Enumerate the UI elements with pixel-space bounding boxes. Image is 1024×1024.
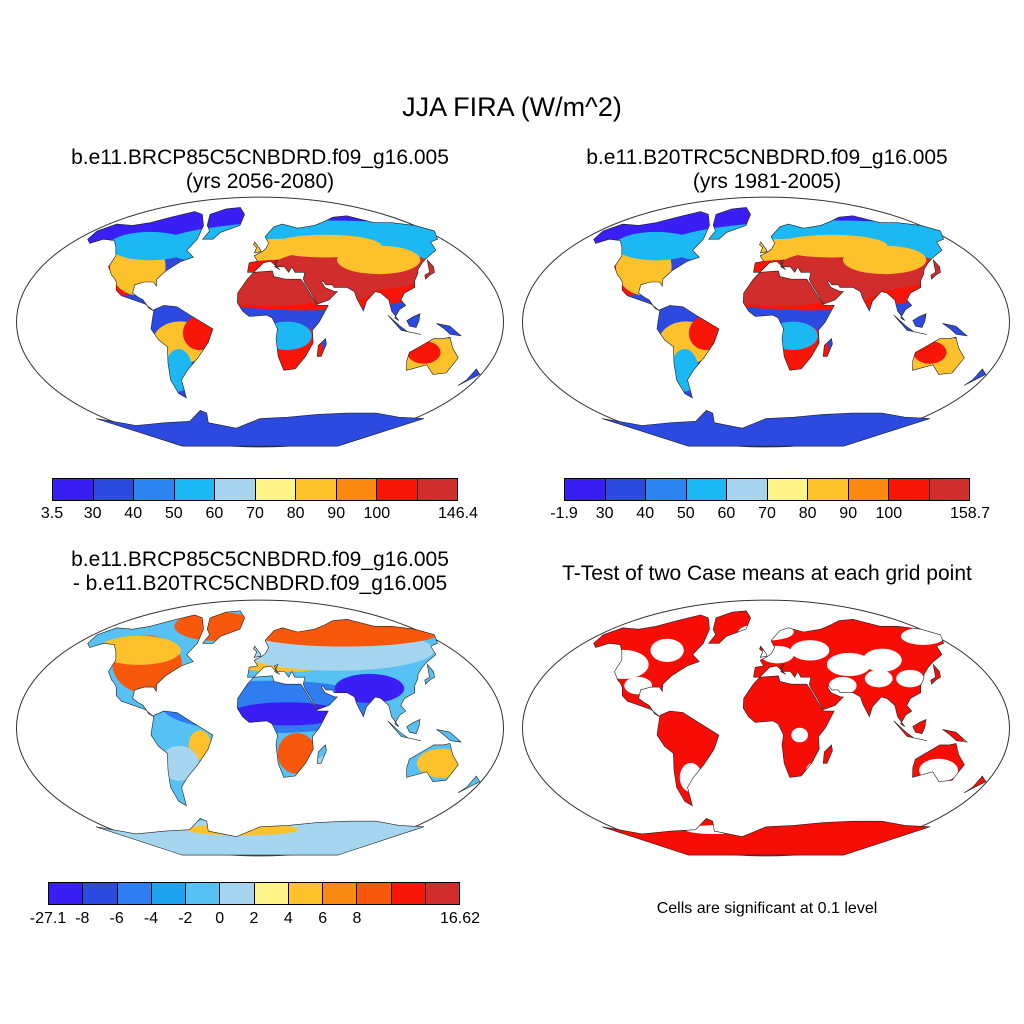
colorbar-box xyxy=(220,883,255,904)
colorbar-box xyxy=(727,479,768,500)
colorbar-tick-label: 40 xyxy=(124,505,143,522)
colorbar-tick-label: 90 xyxy=(327,505,346,522)
colorbar-tick-label: 100 xyxy=(875,505,903,522)
colorbar-box xyxy=(117,883,152,904)
colorbar-box xyxy=(215,479,256,500)
colorbar-box xyxy=(565,479,606,500)
panel-title-historical-line2: (yrs 1981-2005) xyxy=(692,170,842,193)
panel-title-difference-line1: b.e11.BRCP85C5CNBDRD.f09_g16.005 xyxy=(71,548,449,571)
colorbar-tick-label: 70 xyxy=(246,505,264,522)
colorbar-historical-ticks: -1.9 30 40 50 60 70 80 90 100 158.7 xyxy=(550,505,990,525)
colorbar-box xyxy=(186,883,221,904)
colorbar-tick-label: 100 xyxy=(363,505,391,522)
colorbar-tick-label: 50 xyxy=(676,505,695,522)
colorbar-box xyxy=(151,883,186,904)
colorbar-tick-label: 60 xyxy=(205,505,224,522)
significance-note: Cells are significant at 0.1 level xyxy=(656,900,878,917)
colorbar-box xyxy=(288,883,323,904)
colorbar-tick-label: 3.5 xyxy=(40,505,64,522)
colorbar-box xyxy=(848,479,889,500)
colorbar-box xyxy=(254,883,289,904)
colorbar-box xyxy=(391,883,426,904)
colorbar-tick-label: -8 xyxy=(75,910,90,927)
map-future xyxy=(16,196,504,448)
panel-title-ttest: T-Test of two Case means at each grid po… xyxy=(527,562,1007,586)
colorbar-box xyxy=(296,479,337,500)
colorbar-tick-label: 80 xyxy=(286,505,305,522)
colorbar-box xyxy=(255,479,296,500)
colorbar-tick-label: -4 xyxy=(143,910,159,927)
colorbar-box xyxy=(605,479,646,500)
colorbar-tick-label: 80 xyxy=(798,505,817,522)
colorbar-box xyxy=(646,479,687,500)
colorbar-box xyxy=(134,479,175,500)
colorbar-tick-label: 8 xyxy=(352,910,362,927)
colorbar-tick-label: -1.9 xyxy=(550,505,578,522)
colorbar-tick-label: 30 xyxy=(595,505,614,522)
panel-title-ttest-line1: T-Test of two Case means at each grid po… xyxy=(562,562,972,585)
colorbar-tick-label: 4 xyxy=(283,910,293,927)
panel-title-historical-line1: b.e11.B20TRC5CNBDRD.f09_g16.005 xyxy=(586,146,948,169)
colorbar-tick-label: 40 xyxy=(636,505,655,522)
colorbar-tick-label: 60 xyxy=(717,505,736,522)
colorbar-difference xyxy=(48,882,460,905)
colorbar-tick-label: -6 xyxy=(109,910,124,927)
colorbar-tick-label: 90 xyxy=(839,505,858,522)
map-historical xyxy=(522,196,1010,448)
colorbar-box xyxy=(377,479,418,500)
colorbar-tick-label: 70 xyxy=(758,505,776,522)
colorbar-box xyxy=(929,479,969,500)
colorbar-historical xyxy=(564,478,970,501)
panel-title-difference-line2: - b.e11.B20TRC5CNBDRD.f09_g16.005 xyxy=(72,572,448,595)
colorbar-tick-label: -2 xyxy=(178,910,193,927)
colorbar-tick-label: -27.1 xyxy=(29,910,67,927)
map-significance xyxy=(522,599,1010,857)
colorbar-box xyxy=(357,883,392,904)
colorbar-box xyxy=(53,479,94,500)
colorbar-tick-label: 2 xyxy=(249,910,259,927)
colorbar-box xyxy=(889,479,930,500)
colorbar-tick-label: 146.4 xyxy=(437,505,479,522)
colorbar-box xyxy=(336,479,377,500)
colorbar-future xyxy=(52,478,458,501)
panel-title-future-line2: (yrs 2056-2080) xyxy=(185,170,335,193)
panel-title-difference: b.e11.BRCP85C5CNBDRD.f09_g16.005 - b.e11… xyxy=(20,548,500,596)
colorbar-box xyxy=(808,479,849,500)
colorbar-box xyxy=(83,883,118,904)
colorbar-box xyxy=(425,883,459,904)
colorbar-box xyxy=(323,883,358,904)
colorbar-box xyxy=(767,479,808,500)
colorbar-box xyxy=(686,479,727,500)
colorbar-difference-ticks: -27.1 -8 -6 -4 -2 0 2 4 6 8 16.62 xyxy=(30,910,480,930)
colorbar-box xyxy=(417,479,457,500)
colorbar-tick-label: 16.62 xyxy=(439,910,481,927)
figure-title: JJA FIRA (W/m^2) xyxy=(402,92,622,122)
colorbar-tick-label: 50 xyxy=(164,505,183,522)
panel-title-historical: b.e11.B20TRC5CNBDRD.f09_g16.005 (yrs 198… xyxy=(527,146,1007,194)
colorbar-box xyxy=(93,479,134,500)
panel-title-future-line1: b.e11.BRCP85C5CNBDRD.f09_g16.005 xyxy=(71,146,449,169)
map-difference xyxy=(16,599,504,857)
colorbar-box xyxy=(49,883,84,904)
colorbar-tick-label: 30 xyxy=(83,505,102,522)
colorbar-tick-label: 0 xyxy=(215,910,225,927)
colorbar-box xyxy=(174,479,215,500)
panel-title-future: b.e11.BRCP85C5CNBDRD.f09_g16.005 (yrs 20… xyxy=(20,146,500,194)
colorbar-future-ticks: 3.5 30 40 50 60 70 80 90 100 146.4 xyxy=(41,505,478,525)
colorbar-tick-label: 6 xyxy=(318,910,328,927)
colorbar-tick-label: 158.7 xyxy=(949,505,991,522)
